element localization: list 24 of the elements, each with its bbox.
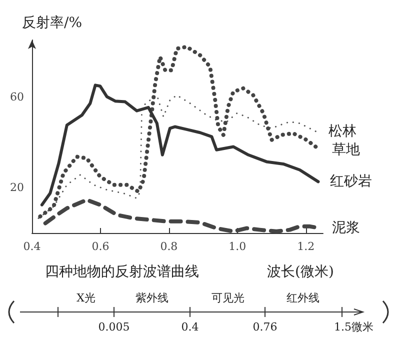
text: 0.76 xyxy=(252,320,278,334)
series-label: 草地 xyxy=(332,142,360,158)
y-tick-label: 60 xyxy=(10,90,24,104)
text: 红外线 xyxy=(286,292,320,304)
text: 四种地物的反射波谱曲线 xyxy=(45,264,199,280)
series-label: 泥浆 xyxy=(332,220,360,236)
text: 1.5微米 xyxy=(334,320,374,334)
x-tick-label: 1.0 xyxy=(228,240,246,253)
y-tick-label: 20 xyxy=(10,181,24,194)
x-tick-label: 0.6 xyxy=(92,240,110,253)
text: 紫外线 xyxy=(136,292,168,304)
text: 0.4 xyxy=(181,320,199,334)
text: 可见光 xyxy=(212,292,244,304)
series-label: 红砂岩 xyxy=(330,174,372,190)
x-tick-label: 0.8 xyxy=(160,240,178,253)
text: 0.005 xyxy=(98,320,130,334)
series-label: 松林 xyxy=(328,124,356,140)
x-tick-label: 0.4 xyxy=(23,240,41,253)
text: X光 xyxy=(76,292,96,304)
line-series xyxy=(38,94,318,219)
line-series xyxy=(40,84,320,206)
x-axis-title: 波长(微米) xyxy=(267,264,334,280)
y-axis-title: 反射率/% xyxy=(22,15,82,31)
x-tick-label: 1.2 xyxy=(297,240,315,253)
